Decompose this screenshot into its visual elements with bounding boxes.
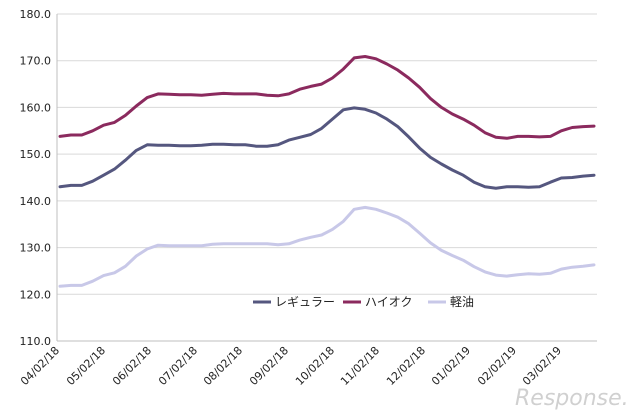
series-line-2 — [58, 205, 596, 288]
y-tick-label-3: 140.0 — [20, 195, 52, 208]
legend: レギュラー ハイオク 軽油 — [253, 295, 474, 309]
y-tick-label-7: 180.0 — [20, 8, 52, 21]
y-axis-tick-labels: 110.0 120.0 130.0 140.0 150.0 160.0 170.0 180.0 — [20, 8, 52, 348]
series-lines — [58, 55, 596, 288]
y-tick-label-1: 120.0 — [20, 288, 52, 301]
response-watermark: Response. — [515, 386, 629, 411]
y-tick-label-4: 150.0 — [20, 148, 52, 161]
legend-label-2: 軽油 — [450, 295, 474, 309]
legend-label-1: ハイオク — [365, 295, 413, 309]
legend-label-0: レギュラー — [275, 295, 335, 309]
y-tick-label-2: 130.0 — [20, 242, 52, 255]
axes — [56, 14, 597, 342]
y-tick-label-6: 170.0 — [20, 55, 52, 68]
series-line-1 — [58, 55, 596, 140]
y-tick-label-0: 110.0 — [20, 335, 52, 348]
y-tick-label-5: 160.0 — [20, 101, 52, 114]
series-line-0 — [58, 106, 596, 190]
